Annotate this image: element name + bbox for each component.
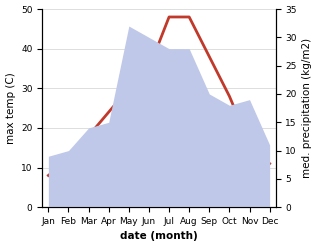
Y-axis label: med. precipitation (kg/m2): med. precipitation (kg/m2) [302,38,313,178]
X-axis label: date (month): date (month) [120,231,198,242]
Y-axis label: max temp (C): max temp (C) [5,72,16,144]
